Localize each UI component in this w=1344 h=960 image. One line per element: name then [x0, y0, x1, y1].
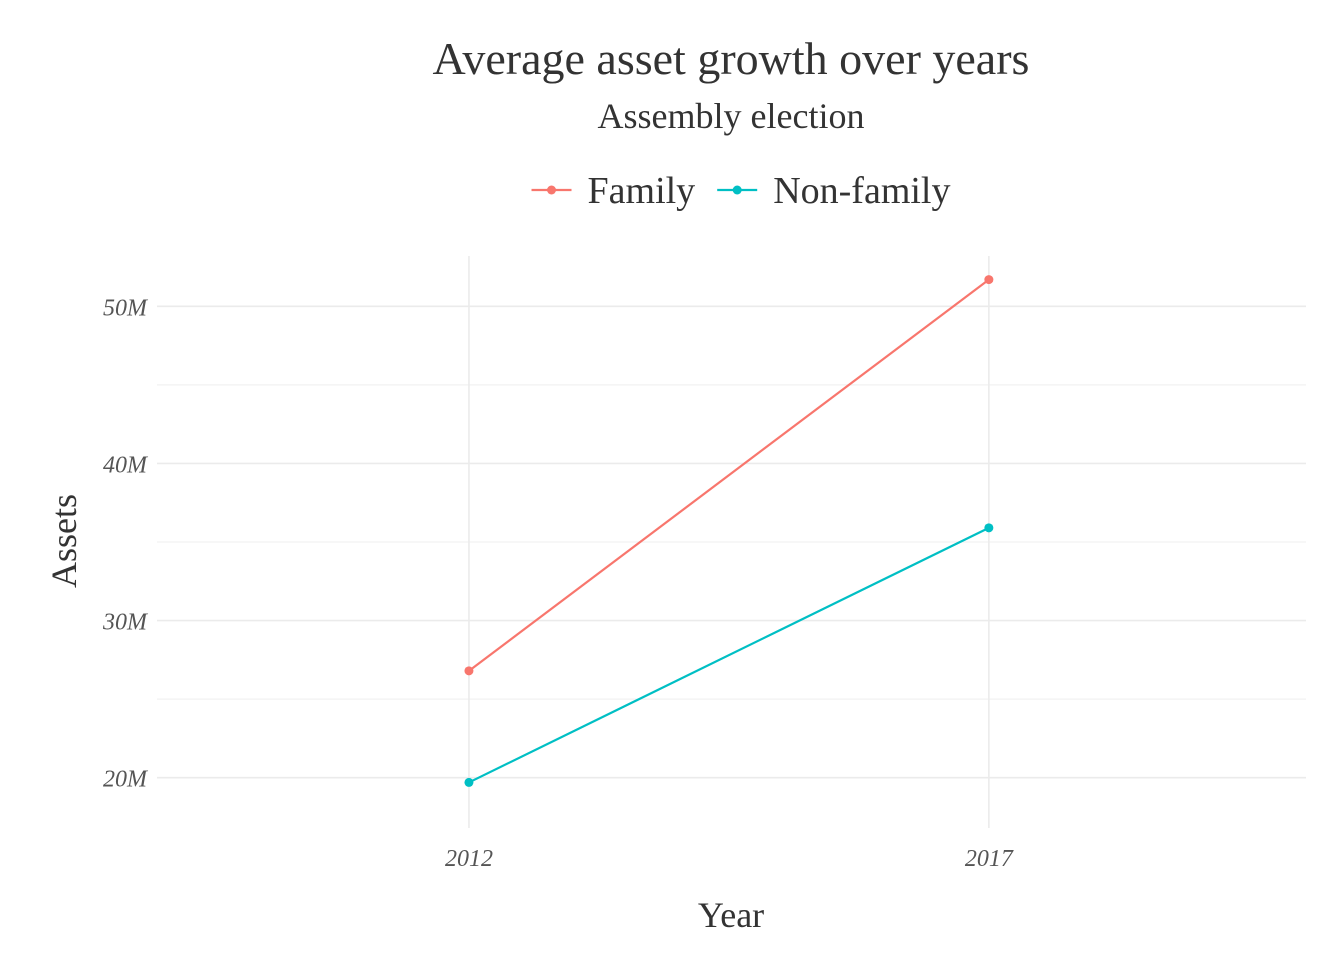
- y-axis-title: Assets: [44, 494, 84, 588]
- series-line: [468, 278, 990, 672]
- data-point: [984, 523, 994, 533]
- y-tick-label: 50M: [103, 295, 149, 321]
- y-axis-ticks: 20M 30M 40M 50M: [102, 295, 149, 792]
- x-axis-ticks: 2012 2017: [445, 846, 1014, 872]
- y-tick-label: 20M: [103, 767, 149, 793]
- legend-label: Non-family: [773, 170, 950, 212]
- x-tick-label: 2017: [965, 846, 1014, 872]
- legend-key-point: [732, 185, 742, 195]
- data-point: [464, 777, 474, 787]
- legend-label: Family: [588, 170, 696, 212]
- series-family: [464, 275, 994, 676]
- legend-item: Non-family: [717, 170, 950, 212]
- chart-subtitle: Assembly election: [598, 96, 865, 136]
- legend-item: Family: [531, 170, 696, 212]
- x-axis-title: Year: [698, 895, 764, 935]
- legend: Family Non-family: [531, 170, 950, 212]
- data-point: [984, 275, 994, 285]
- series-layer: [464, 275, 994, 787]
- y-tick-label: 40M: [103, 452, 149, 478]
- x-tick-label: 2012: [445, 846, 493, 872]
- chart-title: Average asset growth over years: [433, 33, 1030, 84]
- series-line: [468, 526, 990, 784]
- data-point: [464, 666, 474, 676]
- grid: [157, 256, 1306, 828]
- series-non-family: [464, 523, 994, 787]
- y-tick-label: 30M: [102, 610, 149, 636]
- legend-key-point: [547, 185, 557, 195]
